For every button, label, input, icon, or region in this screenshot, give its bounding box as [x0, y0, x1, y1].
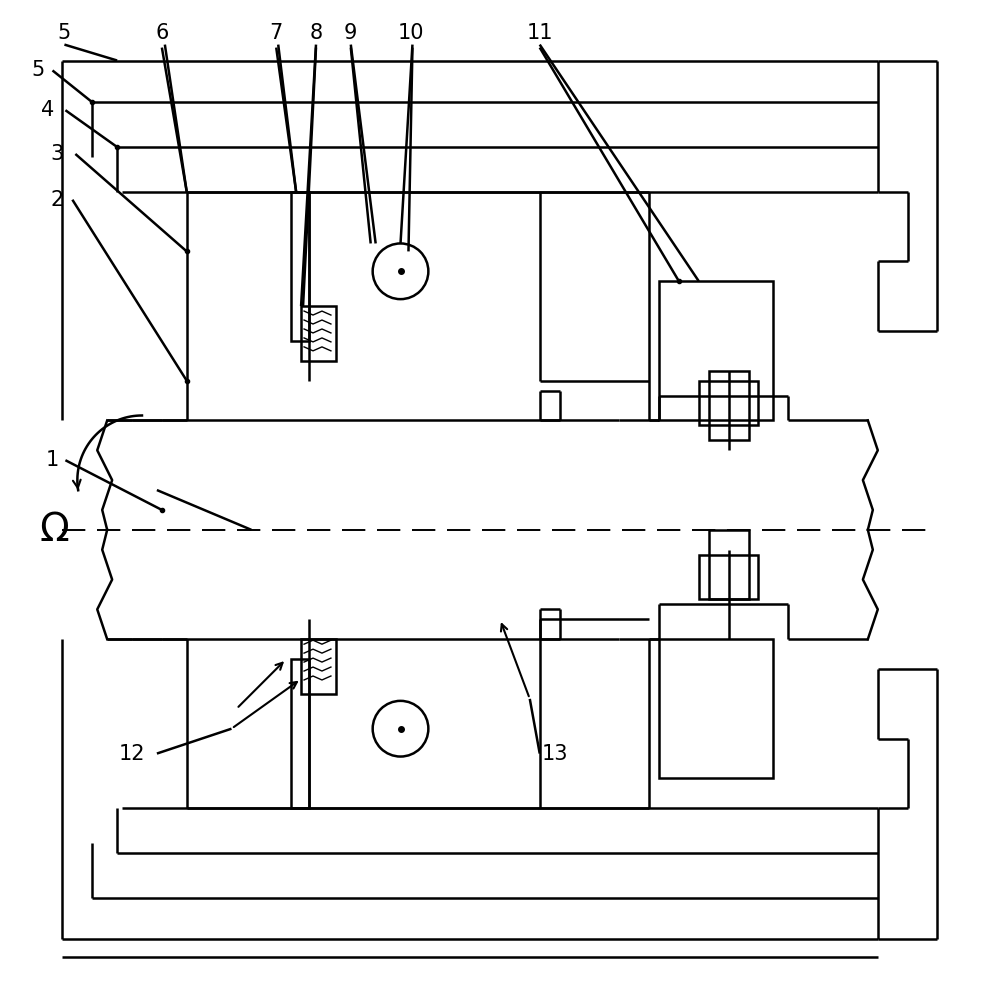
Text: 10: 10: [397, 23, 423, 43]
Bar: [699, 381, 758, 425]
Text: 2: 2: [51, 190, 64, 210]
Text: 8: 8: [309, 23, 322, 43]
Text: 13: 13: [541, 744, 568, 764]
Text: $\it{\Omega}$: $\it{\Omega}$: [39, 511, 70, 549]
Text: 5: 5: [31, 60, 44, 80]
Text: 1: 1: [46, 450, 59, 470]
Bar: [291, 192, 309, 341]
Bar: [709, 371, 748, 440]
Bar: [659, 281, 774, 420]
Text: 3: 3: [51, 144, 64, 164]
Text: 6: 6: [155, 23, 169, 43]
Bar: [699, 555, 758, 599]
Text: 11: 11: [526, 23, 553, 43]
Bar: [291, 659, 309, 808]
Text: 4: 4: [41, 100, 54, 120]
Text: 9: 9: [344, 23, 357, 43]
Text: 12: 12: [119, 744, 145, 764]
Text: 7: 7: [270, 23, 283, 43]
Bar: [709, 530, 748, 599]
Bar: [301, 639, 336, 694]
Text: 5: 5: [58, 23, 71, 43]
Bar: [301, 306, 336, 361]
Bar: [659, 639, 774, 778]
